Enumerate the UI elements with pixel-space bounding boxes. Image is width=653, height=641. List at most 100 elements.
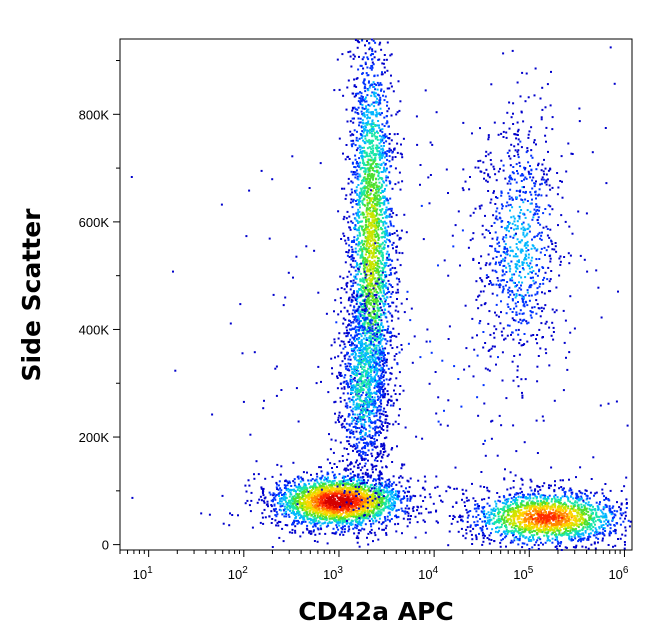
- data-point: [372, 201, 374, 204]
- data-point: [373, 317, 375, 320]
- data-point: [305, 486, 308, 489]
- data-point: [340, 287, 343, 289]
- data-point: [348, 369, 351, 372]
- data-point: [360, 495, 363, 498]
- data-point: [385, 486, 388, 489]
- data-point: [308, 482, 311, 485]
- data-point: [375, 369, 378, 372]
- data-point: [367, 184, 370, 187]
- data-point: [361, 162, 364, 165]
- data-point: [385, 299, 387, 301]
- data-point: [376, 171, 379, 174]
- data-point: [368, 289, 371, 292]
- data-point: [383, 125, 386, 127]
- data-point: [377, 474, 380, 477]
- data-point: [349, 374, 352, 377]
- data-point: [355, 162, 358, 165]
- data-point: [310, 532, 313, 535]
- data-point: [370, 53, 373, 55]
- data-point: [294, 507, 297, 510]
- data-point: [361, 179, 363, 182]
- data-point: [380, 145, 383, 147]
- data-point: [360, 358, 363, 361]
- data-point: [365, 357, 368, 360]
- data-point: [292, 523, 295, 526]
- data-point: [312, 486, 315, 489]
- data-point: [360, 479, 363, 482]
- data-point: [337, 515, 340, 518]
- data-point: [386, 400, 389, 403]
- data-point: [371, 297, 374, 300]
- data-point: [371, 231, 374, 234]
- data-point: [367, 231, 370, 234]
- data-point: [312, 519, 315, 522]
- data-point: [372, 514, 375, 517]
- data-point: [380, 350, 383, 353]
- data-point: [353, 508, 356, 511]
- data-point: [365, 293, 368, 296]
- data-point: [368, 302, 371, 305]
- data-point: [349, 55, 352, 58]
- data-point: [376, 146, 379, 149]
- data-point: [361, 255, 364, 258]
- data-point: [379, 269, 382, 272]
- data-point: [387, 352, 390, 355]
- data-point: [358, 266, 361, 268]
- data-point: [314, 490, 317, 493]
- data-point: [372, 153, 375, 156]
- data-point: [365, 358, 368, 361]
- data-point: [361, 349, 363, 352]
- data-point: [356, 46, 359, 49]
- data-point: [364, 194, 366, 197]
- data-point: [394, 420, 397, 423]
- data-point: [376, 445, 379, 448]
- data-point: [323, 522, 326, 525]
- data-point: [390, 53, 393, 56]
- data-point: [289, 493, 292, 495]
- data-point: [386, 455, 389, 458]
- data-point: [317, 520, 320, 523]
- data-point: [351, 181, 354, 184]
- data-point: [378, 99, 381, 102]
- data-point: [382, 305, 385, 308]
- data-point: [270, 510, 273, 513]
- data-point: [384, 95, 387, 98]
- data-point: [381, 502, 384, 505]
- data-point: [375, 255, 378, 258]
- data-point: [369, 46, 372, 49]
- data-point: [372, 478, 375, 481]
- data-point: [302, 517, 305, 519]
- data-point: [380, 277, 383, 280]
- data-point: [363, 170, 366, 173]
- data-point: [400, 507, 403, 510]
- data-point: [377, 237, 380, 239]
- data-point: [381, 421, 384, 424]
- data-point: [335, 506, 338, 508]
- data-point: [371, 380, 374, 383]
- data-point: [357, 283, 360, 286]
- data-point: [369, 197, 371, 200]
- data-point: [374, 320, 377, 323]
- data-point: [322, 518, 325, 521]
- data-point: [380, 226, 382, 229]
- data-point: [358, 270, 361, 273]
- data-point: [373, 219, 375, 222]
- data-point: [364, 483, 367, 486]
- data-point: [353, 498, 356, 501]
- data-point: [298, 485, 301, 488]
- data-point: [360, 512, 363, 515]
- data-point: [377, 351, 380, 354]
- data-point: [381, 499, 384, 502]
- data-point: [401, 509, 404, 512]
- data-point: [363, 508, 366, 511]
- data-point: [369, 131, 371, 134]
- data-point: [365, 292, 368, 295]
- data-point: [375, 191, 378, 194]
- data-point: [300, 514, 303, 517]
- data-point: [369, 373, 372, 376]
- data-point: [354, 217, 357, 220]
- data-point: [370, 244, 372, 247]
- data-point: [375, 485, 378, 488]
- data-point: [320, 528, 323, 531]
- data-point: [369, 523, 372, 526]
